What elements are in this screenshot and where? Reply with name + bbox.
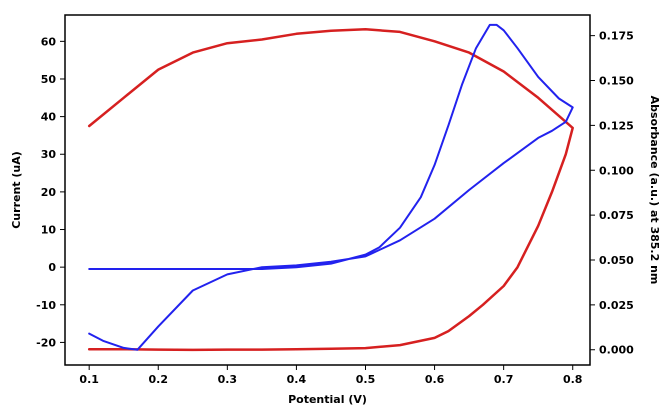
x-tick-label: 0.1 [79, 373, 99, 386]
y-axis-left-title: Current (uA) [10, 151, 23, 229]
y-right-tick-label: 0.100 [599, 164, 634, 177]
y-axis-right-title: Absorbance (a.u.) at 385.2 nm [648, 96, 661, 285]
y-right-tick-label: 0.175 [599, 30, 634, 43]
x-tick-label: 0.4 [287, 373, 307, 386]
y-left-tick-label: -10 [36, 299, 56, 312]
y-axis-left: -20 -10 0 10 20 30 40 50 60 [36, 35, 65, 349]
y-left-tick-label: 20 [41, 186, 57, 199]
x-axis: 0.1 0.2 0.3 0.4 0.5 0.6 0.7 0.8 [79, 365, 582, 386]
y-right-tick-label: 0.150 [599, 75, 634, 88]
x-tick-label: 0.5 [356, 373, 376, 386]
y-left-tick-label: -20 [36, 336, 56, 349]
y-left-tick-label: 10 [41, 224, 57, 237]
x-tick-label: 0.8 [563, 373, 583, 386]
y-left-tick-label: 0 [48, 261, 56, 274]
x-tick-label: 0.6 [425, 373, 445, 386]
series-line-1 [88, 23, 574, 351]
x-axis-title: Potential (V) [288, 393, 367, 406]
x-tick-label: 0.3 [218, 373, 238, 386]
x-tick-label: 0.2 [149, 373, 169, 386]
y-axis-right: 0.000 0.025 0.050 0.075 0.100 0.125 0.150 0.175 [590, 30, 634, 357]
y-left-tick-label: 60 [41, 35, 57, 48]
series-line-0 [87, 28, 574, 352]
y-left-tick-label: 40 [41, 111, 57, 124]
y-right-tick-label: 0.075 [599, 209, 634, 222]
y-right-tick-label: 0.125 [599, 119, 634, 132]
x-tick-label: 0.7 [494, 373, 514, 386]
y-right-tick-label: 0.000 [599, 344, 634, 357]
y-right-tick-label: 0.050 [599, 254, 634, 267]
series-layer [87, 23, 574, 352]
plot-area [64, 14, 591, 366]
y-right-tick-label: 0.025 [599, 299, 634, 312]
y-left-tick-label: 50 [41, 73, 57, 86]
y-left-tick-label: 30 [41, 148, 57, 161]
